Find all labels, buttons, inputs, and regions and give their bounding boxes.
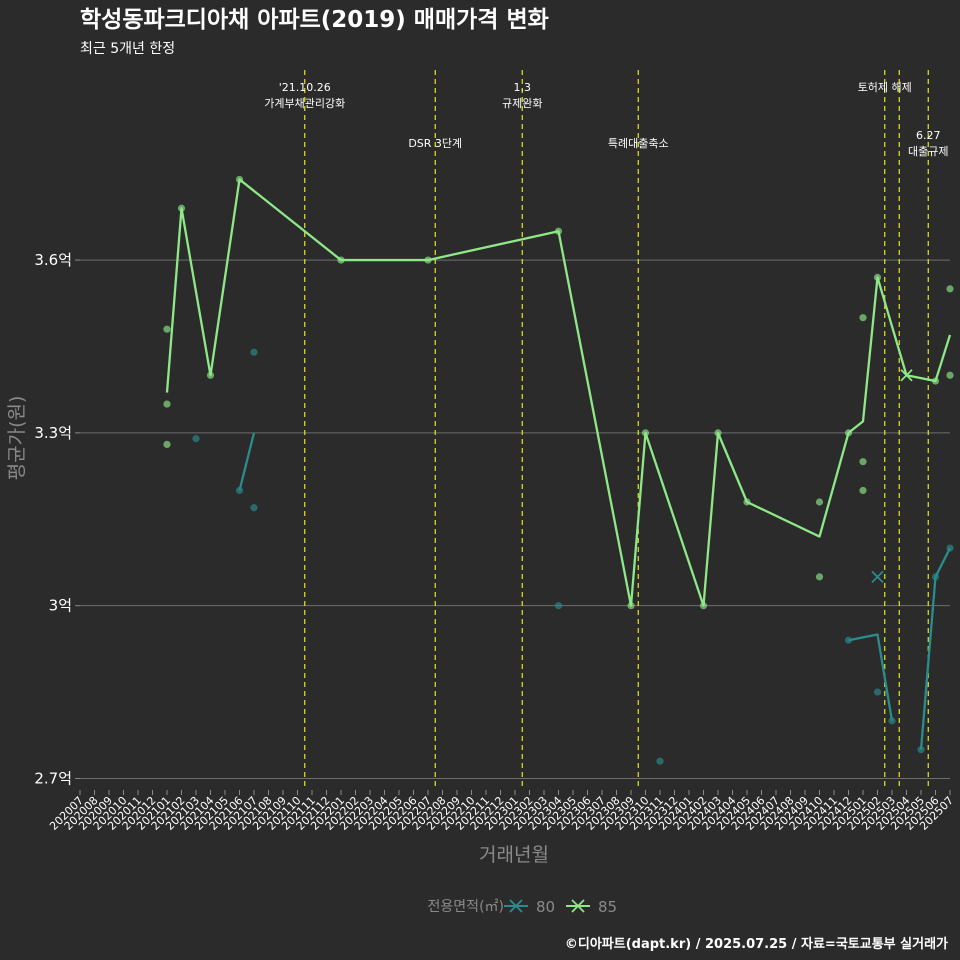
legend: 전용면적(㎡) 80 85 [428, 898, 618, 916]
data-point-85 [714, 429, 722, 437]
event-label: 규제완화 [502, 97, 542, 110]
data-point-85 [163, 440, 171, 448]
data-point-85 [743, 498, 751, 506]
data-point-85 [873, 273, 882, 281]
legend-item-80: 80 [504, 898, 555, 916]
data-point-85 [859, 486, 867, 495]
series-85 [163, 175, 954, 610]
y-tick-label: 3.3억 [34, 424, 72, 442]
cross-stroke [871, 570, 884, 584]
data-point-85 [641, 429, 650, 437]
event-label: 대출규제 [908, 145, 948, 158]
series-line-80 [238, 432, 952, 750]
data-point-85 [946, 371, 954, 379]
data-point-80 [844, 636, 853, 644]
data-point-80 [888, 717, 896, 725]
data-point-80 [235, 486, 244, 495]
series-80 [192, 348, 954, 765]
data-point-85 [177, 204, 186, 212]
y-axis-title: 평균가(원) [6, 396, 28, 481]
data-point-85 [206, 371, 215, 379]
legend-label: 80 [536, 898, 555, 916]
cross-stroke [900, 369, 913, 382]
event-label: '21.10.26 [279, 81, 331, 94]
series-layer [163, 175, 954, 765]
grid [80, 259, 950, 779]
data-point-85 [931, 377, 940, 385]
event-label: 토허제 해제 [858, 80, 912, 94]
legend-key-cross [571, 899, 585, 913]
data-point-85 [859, 314, 867, 322]
legend-label: 85 [598, 898, 617, 916]
event-label: 가계부채관리강화 [264, 97, 345, 110]
data-point-85 [554, 227, 563, 235]
cross-stroke [509, 899, 523, 913]
data-point-85 [946, 285, 954, 293]
data-point-85 [337, 256, 345, 264]
data-point-85 [699, 602, 708, 610]
cross-marker-85 [900, 369, 913, 382]
data-point-85 [627, 602, 635, 610]
data-point-80 [931, 573, 940, 581]
data-point-85 [815, 498, 824, 506]
data-point-85 [163, 400, 171, 408]
legend-key-cross [509, 899, 523, 913]
y-tick-label: 3.6억 [34, 251, 72, 269]
data-point-80 [192, 435, 200, 443]
event-label: 특례대출축소 [608, 137, 669, 150]
data-point-85 [859, 458, 867, 466]
legend-item-85: 85 [566, 898, 617, 916]
data-point-85 [235, 175, 244, 184]
y-tick-label: 2.7억 [34, 769, 72, 787]
event-label: DSR 3단계 [408, 137, 462, 150]
data-point-80 [917, 746, 925, 754]
event-label: 1.3 [514, 81, 532, 94]
y-tick-label: 3억 [49, 597, 72, 615]
data-point-85 [844, 429, 853, 437]
data-point-80 [554, 602, 563, 610]
series-line-85 [165, 178, 952, 607]
data-point-85 [815, 573, 824, 581]
cross-stroke [571, 899, 585, 913]
data-point-85 [163, 325, 171, 333]
event-label: 6.27 [916, 129, 941, 142]
chart-title: 학성동파크디아채 아파트(2019) 매매가격 변화 [80, 7, 549, 33]
axes: 2.7억3억3.3억3.6억20200720200820200920201020… [34, 251, 956, 833]
data-point-80 [873, 688, 882, 696]
data-point-80 [656, 757, 664, 765]
data-point-80 [946, 544, 954, 552]
chart-subtitle: 최근 5개년 한정 [80, 41, 175, 57]
data-point-80 [250, 348, 258, 356]
cross-marker-80 [871, 570, 884, 584]
x-axis-title: 거래년월 [479, 844, 549, 866]
data-point-80 [250, 504, 258, 512]
chart-caption: ©디아파트(dapt.kr) / 2025.07.25 / 자료=국토교통부 실… [565, 936, 948, 952]
legend-title: 전용면적(㎡) [428, 899, 504, 915]
data-point-85 [424, 256, 432, 264]
